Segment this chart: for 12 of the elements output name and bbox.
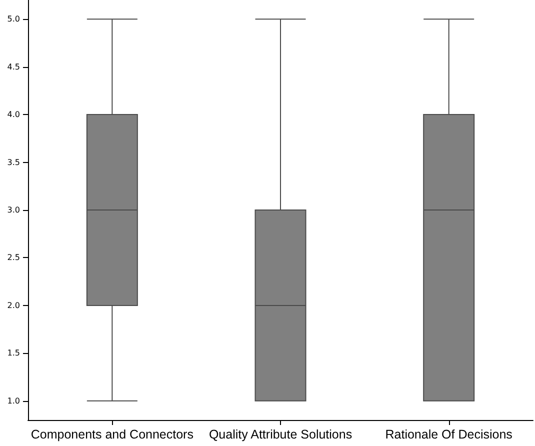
y-tick-label: 2.5 (7, 253, 20, 262)
y-tick-label: 1.5 (7, 348, 20, 358)
x-tick-label: Rationale Of Decisions (385, 428, 512, 442)
x-tick-label: Quality Attribute Solutions (208, 428, 352, 442)
y-tick-label: 1.0 (7, 396, 20, 406)
y-tick-label: 5.0 (7, 14, 20, 24)
y-tick-label: 3.0 (7, 206, 20, 214)
x-tick-label: Components and Connectors (30, 428, 194, 442)
y-tick-label: 4.0 (7, 110, 20, 120)
y-tick-label: 3.5 (7, 158, 20, 167)
y-tick-label: 2.0 (7, 300, 20, 310)
y-tick-label: 4.5 (7, 62, 20, 72)
